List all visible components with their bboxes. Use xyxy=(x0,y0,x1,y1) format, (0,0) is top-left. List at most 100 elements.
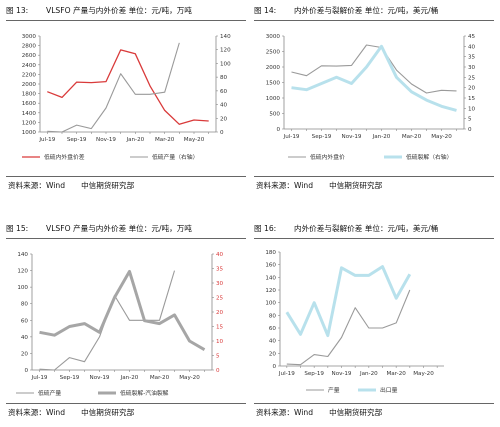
series-line-2 xyxy=(39,269,206,351)
figure-title: VLSFO 产量与内外价差 单位：元/吨，万吨 xyxy=(46,224,192,233)
left-tick-label: 1600 xyxy=(22,101,37,107)
caption-rule xyxy=(254,20,494,21)
x-tick-label: Jul-19 xyxy=(31,375,48,381)
left-tick-label: 80 xyxy=(269,313,277,319)
right-tick-label: 40 xyxy=(220,103,228,109)
left-tick-label: 2500 xyxy=(266,50,281,56)
left-tick-label: 1200 xyxy=(22,120,37,126)
chart-spread-crack: 0 500 1000 1500 2000 2500 3000 0 5 10 15 20 25 30 35 40… xyxy=(266,34,476,161)
left-tick-label: 100 xyxy=(265,301,276,307)
right-tick-label: 0 xyxy=(220,130,224,136)
x-tick-label: May-20 xyxy=(413,371,434,377)
figure-title: 内外价差与裂解价差 单位：元/吨，美元/桶 xyxy=(294,224,439,233)
figure-caption: 图 13: VLSFO 产量与内外价差 单位：元/吨，万吨 xyxy=(6,4,246,18)
chart-panel-14: 图 14: 内外价差与裂解价差 单位：元/吨，美元/桶 0 500 1000 1500… xyxy=(254,4,494,194)
chart-vlsfo-output-spread: 1000120014001600180020002200240026002800… xyxy=(22,34,231,161)
x-tick-label: Jul-19 xyxy=(38,137,55,143)
left-tick-label: 140 xyxy=(17,252,28,258)
right-tick-label: 0 xyxy=(468,127,472,133)
source-rule xyxy=(254,176,494,177)
right-tick-label: 40 xyxy=(216,252,224,258)
source-label: 资料来源：Wind xyxy=(256,181,314,190)
left-tick-label: 80 xyxy=(21,302,29,308)
x-tick-label: Mar-20 xyxy=(150,375,170,381)
right-tick-label: 15 xyxy=(468,96,476,102)
right-tick-label: 25 xyxy=(216,296,224,302)
x-tick-label: Jan-20 xyxy=(125,137,144,143)
figure-caption: 图 15: VLSFO 产量与内外价差 单位：元/吨，万吨 xyxy=(6,222,246,236)
left-tick-label: 20 xyxy=(269,351,277,357)
left-tick-label: 2000 xyxy=(266,65,281,71)
source-note: 资料来源：Wind 中信期货研究部 xyxy=(256,180,382,191)
series-line-1 xyxy=(291,44,457,94)
series-line-2 xyxy=(291,44,457,112)
left-tick-label: 160 xyxy=(265,263,276,269)
figure-title: 内外价差与裂解价差 单位：元/吨，美元/桶 xyxy=(294,6,439,15)
left-tick-label: 0 xyxy=(24,368,28,374)
right-tick-label: 0 xyxy=(216,368,220,374)
figure-number: 图 15: xyxy=(6,224,29,233)
x-tick-label: Jul-19 xyxy=(278,371,295,377)
chart-panel-13: 图 13: VLSFO 产量与内外价差 单位：元/吨，万吨 1000 1200 14… xyxy=(6,4,246,194)
x-tick-label: Nov-19 xyxy=(332,371,352,377)
right-tick-label: 35 xyxy=(216,267,224,273)
legend-label: 低硫内外盘价 xyxy=(310,153,345,161)
right-tick-label: 10 xyxy=(216,339,224,345)
series-line-2 xyxy=(47,42,180,133)
right-tick-label: 20 xyxy=(220,116,228,122)
x-tick-label: Mar-20 xyxy=(386,371,406,377)
left-tick-label: 40 xyxy=(269,339,277,345)
left-tick-label: 120 xyxy=(265,288,276,294)
caption-rule xyxy=(6,20,246,21)
right-tick-label: 15 xyxy=(216,325,224,331)
x-tick-label: Jan-20 xyxy=(372,134,391,140)
right-tick-label: 40 xyxy=(468,44,476,50)
right-tick-label: 5 xyxy=(468,117,472,123)
right-tick-label: 120 xyxy=(220,48,231,54)
left-tick-label: 1000 xyxy=(266,96,281,102)
figure-title: VLSFO 产量与内外价差 单位：元/吨，万吨 xyxy=(46,6,192,15)
source-rule xyxy=(6,176,246,177)
right-tick-label: 30 xyxy=(216,281,224,287)
source-rule xyxy=(254,403,494,404)
right-tick-label: 45 xyxy=(468,34,476,40)
right-tick-label: 10 xyxy=(468,106,476,112)
left-tick-label: 20 xyxy=(21,351,29,357)
source-org: 中信期货研究部 xyxy=(329,181,383,190)
x-tick-label: Jul-19 xyxy=(283,134,300,140)
right-tick-label: 140 xyxy=(220,34,231,40)
left-tick-label: 2200 xyxy=(22,72,37,78)
left-tick-label: 40 xyxy=(21,335,29,341)
x-tick-label: Jan-20 xyxy=(359,371,378,377)
caption-rule xyxy=(6,238,246,239)
left-tick-label: 120 xyxy=(17,269,28,275)
right-tick-label: 100 xyxy=(220,61,231,67)
left-tick-label: 1400 xyxy=(22,111,37,117)
left-tick-label: 3000 xyxy=(266,34,281,40)
figure-number: 图 13: xyxy=(6,6,29,15)
x-tick-label: May-20 xyxy=(179,375,200,381)
figure-number: 图 16: xyxy=(254,224,277,233)
left-tick-label: 2400 xyxy=(22,63,37,69)
x-tick-label: May-20 xyxy=(184,137,205,143)
left-tick-label: 1000 xyxy=(22,130,37,136)
source-label: 资料来源：Wind xyxy=(256,408,314,417)
x-tick-label: Nov-19 xyxy=(342,134,362,140)
series-line-2 xyxy=(285,265,412,338)
left-tick-label: 500 xyxy=(269,112,280,118)
source-rule xyxy=(6,403,246,404)
series-line-1 xyxy=(286,289,411,366)
figure-number: 图 14: xyxy=(254,6,277,15)
x-tick-label: May-20 xyxy=(431,134,452,140)
chart-panel-16: 图 16: 内外价差与裂解价差 单位：元/吨，美元/桶 0 20 40 60 80 100… xyxy=(254,222,494,422)
x-tick-label: Sep-19 xyxy=(312,134,332,140)
x-tick-label: Mar-20 xyxy=(155,137,175,143)
left-tick-label: 2600 xyxy=(22,53,37,59)
left-tick-label: 140 xyxy=(265,275,276,281)
source-label: 资料来源：Wind xyxy=(8,408,66,417)
right-tick-label: 60 xyxy=(220,89,228,95)
legend-label: 低硫裂解（右轴） xyxy=(406,153,452,161)
legend-label: 低硫产量 xyxy=(38,389,61,397)
right-tick-label: 80 xyxy=(220,75,228,81)
x-tick-label: Jan-20 xyxy=(120,375,139,381)
